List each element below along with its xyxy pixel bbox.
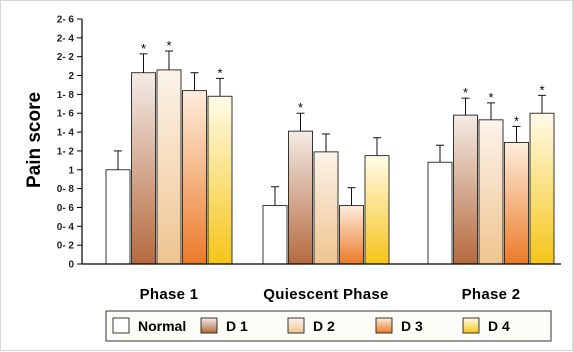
y-tick-label: 2- 4 (57, 33, 75, 44)
legend-label: D 4 (488, 318, 510, 334)
bar (313, 151, 339, 265)
legend-swatch (112, 317, 130, 334)
legend-label: D 2 (313, 318, 335, 334)
y-tick-label: 0 (68, 260, 74, 271)
bar (156, 69, 182, 265)
bar (529, 112, 555, 265)
legend-label: Normal (138, 318, 186, 334)
legend-label: D 1 (226, 318, 248, 334)
significance-marker: * (488, 90, 493, 105)
y-tick-label: 1- 4 (57, 128, 75, 139)
bar (427, 161, 453, 265)
y-tick-label: 1- 2 (57, 146, 75, 157)
significance-marker: * (514, 113, 519, 128)
bar (131, 72, 156, 265)
y-tick-label: 0- 2 (57, 241, 75, 252)
significance-marker: * (217, 65, 222, 80)
y-tick-label: 1- 6 (57, 109, 75, 120)
bar (478, 119, 504, 265)
y-tick-label: 2 (68, 71, 74, 82)
bar (207, 95, 233, 265)
legend-swatch (375, 317, 393, 334)
bar (364, 155, 390, 265)
y-tick-label: 0- 8 (57, 184, 75, 195)
y-axis-ticks: 0 0- 2 0- 4 0- 6 0- 8 1 1- 2 1- 4 1- 6 1- 8 2 2- 2 2… (57, 15, 82, 271)
bar (504, 141, 529, 265)
bar (182, 90, 207, 265)
y-tick-label: 2- 6 (57, 15, 75, 26)
axes (81, 19, 561, 265)
y-tick-label: 1 (68, 165, 74, 176)
bar (453, 114, 478, 265)
category-label: Phase 1 (140, 286, 199, 303)
legend-swatch (200, 317, 218, 334)
y-tick-label: 0- 6 (57, 203, 75, 214)
significance-marker: * (141, 41, 146, 56)
legend-swatch (462, 317, 480, 334)
bar (339, 205, 364, 265)
y-tick-label: 0- 4 (57, 222, 75, 233)
y-axis-label-group: Pain score (24, 92, 45, 188)
bar (105, 169, 131, 265)
legend-swatch (287, 317, 305, 334)
legend: Normal D 1 D 2 D 3 D 4 (105, 310, 552, 342)
bars: * * * * * * * * (105, 38, 555, 265)
significance-marker: * (298, 100, 303, 115)
category-labels: Phase 1 Quiescent Phase Phase 2 (140, 286, 521, 303)
category-label: Quiescent Phase (263, 286, 388, 303)
y-tick-label: 1- 8 (57, 90, 75, 101)
legend-label: D 3 (401, 318, 423, 334)
bar (288, 130, 313, 265)
significance-marker: * (166, 38, 171, 53)
bar (262, 205, 288, 265)
y-tick-label: 2- 2 (57, 52, 75, 63)
significance-marker: * (539, 82, 544, 97)
y-axis-label: Pain score (24, 92, 45, 188)
significance-marker: * (463, 85, 468, 100)
category-label: Phase 2 (462, 286, 521, 303)
